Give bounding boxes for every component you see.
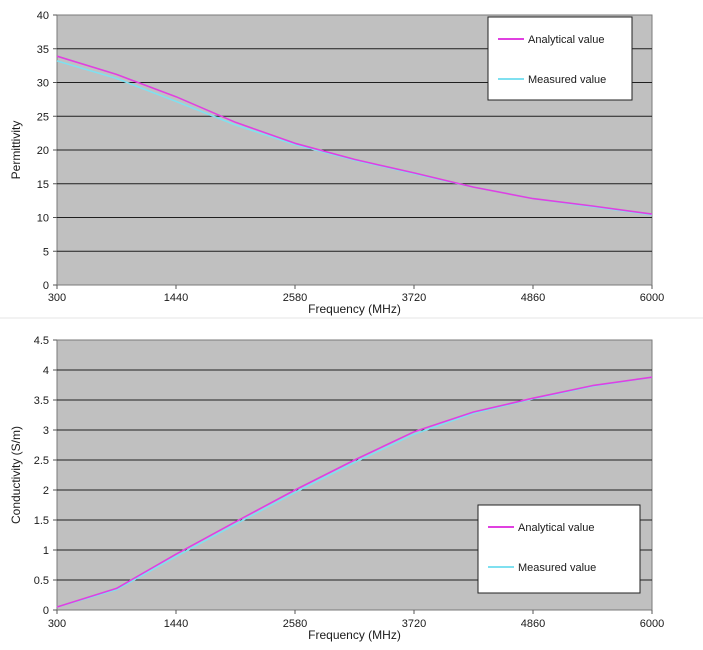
- series-line-analytical: [56, 55, 653, 215]
- legend-box: [477, 504, 641, 594]
- conductivity-chart: 0 0.5 1 1.5 2 2.5 3 3.5 4 4.5 300 1440 2580 3720 4860 6…: [9, 335, 664, 642]
- x-tick-label: 4860: [521, 292, 545, 304]
- y-tick-label: 30: [37, 78, 49, 90]
- y-tick-label: 1: [43, 545, 49, 557]
- y-tick-label: 0: [43, 605, 49, 617]
- x-tick-label: 6000: [640, 618, 664, 630]
- x-tick-label: 1440: [164, 292, 188, 304]
- x-axis-title: Frequency (MHz): [308, 302, 401, 316]
- permittivity-chart: 0 5 10 15 20 25 30 35 40 300 1440 2580 3720 4860 6000 F…: [9, 10, 664, 316]
- y-tick-label: 35: [37, 44, 49, 56]
- x-tick-label: 4860: [521, 618, 545, 630]
- x-tick-label: 3720: [402, 292, 426, 304]
- x-tick-label: 300: [48, 618, 66, 630]
- y-tick-label: 4: [43, 365, 49, 377]
- y-tick-label: 3: [43, 425, 49, 437]
- y-tick-label: 2.5: [34, 455, 49, 467]
- y-tick-label: 40: [37, 10, 49, 22]
- y-tick-label: 0.5: [34, 575, 49, 587]
- legend-label: Measured value: [528, 74, 606, 86]
- x-tick-label: 2580: [283, 618, 307, 630]
- y-tick-label: 25: [37, 111, 49, 123]
- y-tick-label: 2: [43, 485, 49, 497]
- y-tick-label: 20: [37, 145, 49, 157]
- y-axis-title: Conductivity (S/m): [9, 426, 23, 524]
- legend-label: Analytical value: [528, 34, 604, 46]
- y-tick-label: 15: [37, 179, 49, 191]
- y-axis-title: Permittivity: [9, 121, 23, 180]
- x-tick-label: 2580: [283, 292, 307, 304]
- legend-label: Measured value: [518, 562, 596, 574]
- y-tick-label: 4.5: [34, 335, 49, 347]
- y-tick-label: 10: [37, 213, 49, 225]
- x-tick-label: 300: [48, 292, 66, 304]
- series-line-analytical: [56, 376, 653, 608]
- x-tick-label: 6000: [640, 292, 664, 304]
- legend-label: Analytical value: [518, 522, 594, 534]
- y-tick-label: 1.5: [34, 515, 49, 527]
- y-tick-label: 0: [43, 280, 49, 292]
- x-axis-title: Frequency (MHz): [308, 628, 401, 642]
- y-tick-label: 5: [43, 246, 49, 258]
- x-tick-label: 3720: [402, 618, 426, 630]
- y-tick-label: 3.5: [34, 395, 49, 407]
- x-tick-label: 1440: [164, 618, 188, 630]
- legend-box: [487, 16, 633, 101]
